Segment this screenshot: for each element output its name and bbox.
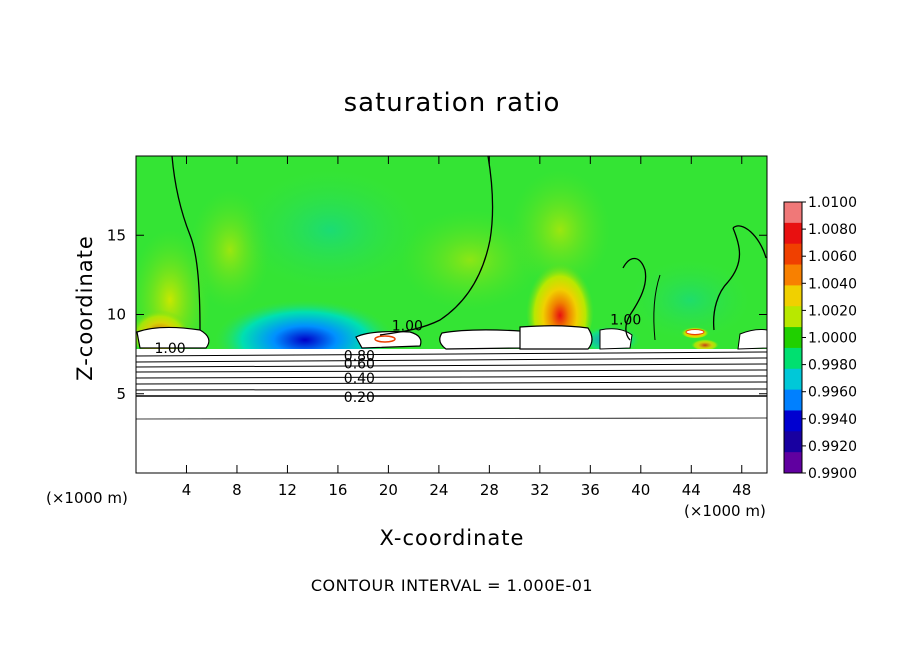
x-axis-ticks: 4 8 12 16 20 24 28 32 36 40 44 48 [182,156,751,499]
x-tick-label: 36 [581,481,600,499]
colorbar-segment [784,243,802,266]
colorbar-segment [784,285,802,307]
colorbar-tick-label: 0.9920 [808,439,857,455]
x-tick-label: 48 [732,481,751,499]
x-tick-label: 16 [328,481,347,499]
colorbar-segment [784,368,802,391]
colorbar-segment [784,452,802,474]
colorbar-tick-label: 1.0060 [808,249,857,265]
colorbar-tick-label: 0.9900 [808,466,857,482]
contour-label: 1.00 [154,341,185,357]
y-tick-label: 10 [107,306,126,324]
colorbar-tick-label: 0.9960 [808,385,857,401]
colorbar-segment [784,222,802,245]
colorbar-segment [784,410,802,432]
x-tick-label: 32 [530,481,549,499]
contour-labels: 1.00 1.00 1.00 0.800.600.40 0.20 [154,312,641,406]
x-tick-label: 20 [379,481,398,499]
x-tick-label: 40 [631,481,650,499]
contour-label: 1.00 [610,312,641,328]
x-tick-label: 24 [429,481,448,499]
colorbar-segment [784,347,802,370]
colorbar-segment [784,327,802,349]
colorbar-segment [784,431,802,453]
x-tick-label: 28 [480,481,499,499]
contour-label: 1.00 [392,319,423,335]
colorbar-tick-label: 1.0020 [808,303,857,319]
colorbar-segment [784,202,802,224]
chart-title: saturation ratio [343,88,561,118]
x-tick-label: 8 [232,481,242,499]
colorbar-tick-label: 1.0100 [808,195,857,211]
colorbar-segment [784,306,802,328]
y-tick-label: 15 [107,226,126,244]
x-unit-right: (×1000 m) [684,502,766,520]
contour-label: 0.60 [344,357,375,373]
contour-interval-note: CONTOUR INTERVAL = 1.000E-01 [310,576,594,595]
contour-label: 0.20 [344,390,375,406]
contour-label: 0.80 [344,349,375,365]
x-tick-label: 4 [182,481,192,499]
x-tick-label: 44 [682,481,701,499]
colorbar-tick-label: 0.9940 [808,412,857,428]
colorbar-tick-label: 1.0000 [808,331,857,347]
y-axis-ticks: 5 10 15 [107,226,767,403]
saturation-field [136,156,767,473]
x-axis-label: X-coordinate [379,526,525,550]
x-unit-left: (×1000 m) [46,489,128,507]
colorbar-tick-label: 1.0080 [808,222,857,238]
y-tick-label: 5 [116,385,126,403]
x-tick-label: 12 [278,481,297,499]
contour-label: 0.40 [344,371,375,387]
colorbar-segment [784,264,802,286]
colorbar-tick-label: 1.0040 [808,276,857,292]
colorbar-segment [784,389,802,411]
colorbar-tick-label: 0.9980 [808,358,857,374]
colorbar: 1.0100 1.0080 1.0060 1.0040 1.0020 1.0000 0.99… [783,195,857,482]
